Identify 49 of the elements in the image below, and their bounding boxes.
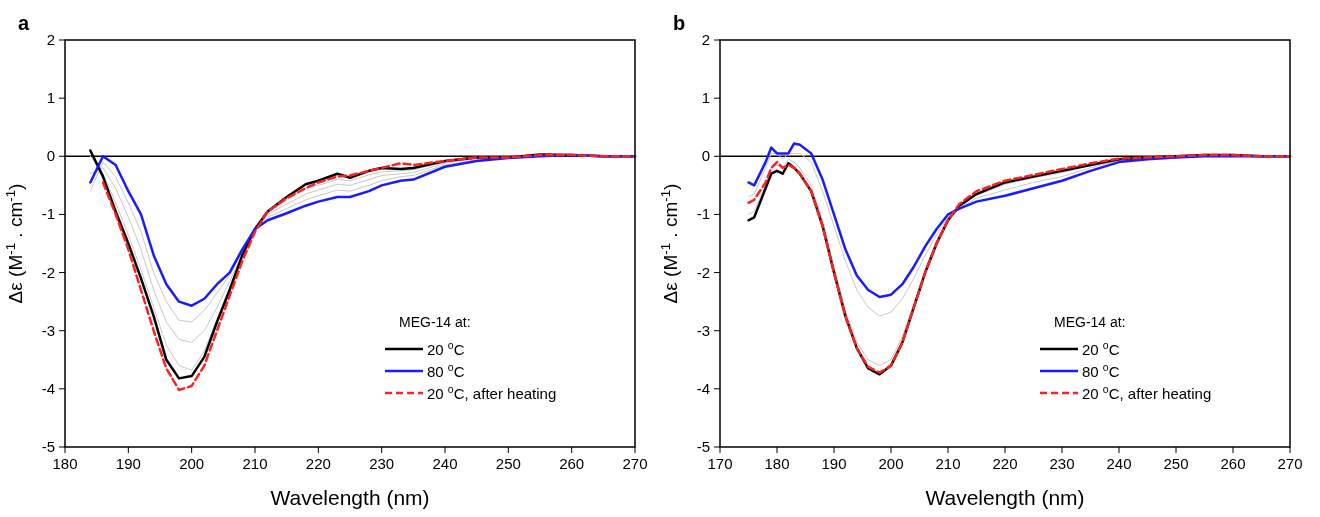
y-tick-label: -5	[41, 438, 55, 455]
x-tick-label: 260	[559, 455, 585, 472]
y-tick-label: 0	[701, 147, 710, 165]
chart-title: b	[673, 12, 686, 34]
y-tick-label: 2	[701, 31, 710, 48]
x-tick-label: 240	[1106, 455, 1132, 472]
x-tick-label: 190	[115, 455, 141, 472]
legend-label: 20 $^{o}$C, after heating	[427, 383, 557, 402]
x-tick-label: 200	[179, 455, 205, 472]
x-tick-label: 200	[878, 455, 904, 472]
x-tick-label: 170	[707, 455, 733, 472]
legend-title: MEG-14 at:	[399, 314, 471, 330]
x-tick-label: 250	[495, 455, 521, 472]
legend-label: 80 $^{o}$C	[427, 361, 465, 380]
y-tick-label: -1	[41, 205, 55, 223]
x-tick-label: 260	[1220, 455, 1246, 472]
y-tick-label: -4	[41, 379, 55, 397]
legend-label: 20 $^{o}$C, after heating	[1082, 383, 1212, 402]
x-tick-label: 220	[305, 455, 331, 472]
x-tick-label: 230	[369, 455, 395, 472]
y-tick-label: -4	[696, 379, 710, 397]
x-axis-title: Wavelength (nm)	[925, 486, 1085, 509]
x-tick-label: 270	[1277, 455, 1303, 472]
legend-title: MEG-14 at:	[1054, 314, 1126, 330]
x-tick-label: 210	[935, 455, 961, 472]
x-tick-label: 220	[992, 455, 1018, 472]
y-tick-label: 0	[46, 147, 55, 165]
x-tick-label: 180	[52, 455, 78, 472]
x-tick-label: 240	[432, 455, 458, 472]
y-tick-label: 1	[701, 89, 710, 107]
x-tick-label: 230	[1049, 455, 1075, 472]
y-tick-label: 2	[46, 31, 55, 48]
x-tick-label: 190	[821, 455, 847, 472]
legend-label: 80 $^{o}$C	[1082, 361, 1120, 380]
y-tick-label: -1	[696, 205, 710, 223]
chart-title: a	[18, 12, 30, 34]
y-tick-label: -2	[696, 263, 710, 281]
x-tick-label: 270	[622, 455, 648, 472]
y-tick-label: 1	[46, 89, 55, 107]
y-tick-label: -3	[41, 321, 55, 339]
x-axis-title: Wavelength (nm)	[270, 486, 430, 509]
y-tick-label: -3	[696, 321, 710, 339]
x-tick-label: 210	[242, 455, 268, 472]
legend-label: 20 $^{o}$C	[1082, 339, 1120, 358]
y-tick-label: -5	[696, 438, 710, 455]
x-tick-label: 250	[1163, 455, 1189, 472]
y-tick-label: -2	[41, 263, 55, 281]
x-tick-label: 180	[764, 455, 790, 472]
legend-label: 20 $^{o}$C	[427, 339, 465, 358]
